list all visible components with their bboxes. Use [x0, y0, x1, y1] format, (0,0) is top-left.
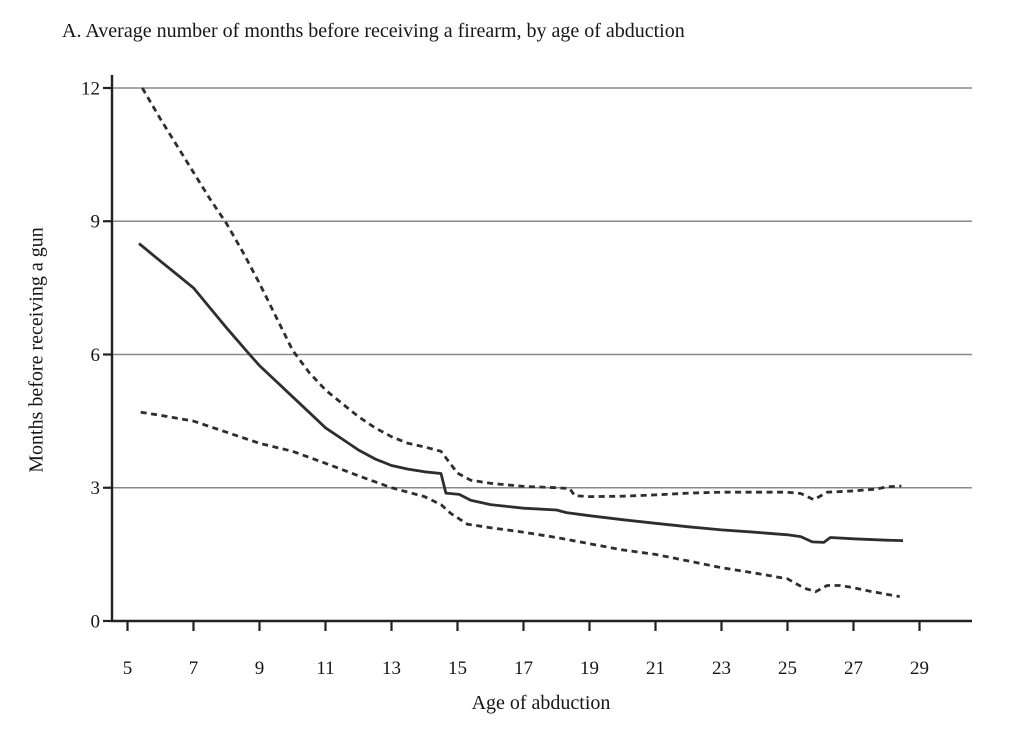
x-tick-label-13: 13	[382, 658, 401, 679]
x-tick-label-23: 23	[712, 658, 731, 679]
x-tick-label-25: 25	[778, 658, 797, 679]
x-tick-label-21: 21	[646, 658, 665, 679]
x-tick-label-11: 11	[316, 658, 334, 679]
x-tick-label-9: 9	[255, 658, 265, 679]
x-tick-label-19: 19	[580, 658, 599, 679]
series-mean	[138, 242, 904, 544]
x-tick-label-5: 5	[123, 658, 133, 679]
x-tick-label-7: 7	[189, 658, 199, 679]
y-tick-label-3: 3	[91, 478, 101, 499]
x-axis-label: Age of abduction	[471, 692, 611, 714]
series-lower_confidence_band	[140, 410, 900, 598]
x-tick-label-17: 17	[514, 658, 533, 679]
x-tick-label-27: 27	[844, 658, 863, 679]
x-tick-label-15: 15	[448, 658, 467, 679]
y-tick-label-12: 12	[81, 78, 100, 99]
y-tick-label-6: 6	[91, 345, 101, 366]
chart-title: A. Average number of months before recei…	[62, 20, 685, 42]
y-tick-label-9: 9	[91, 212, 101, 233]
series-upper_confidence_band	[141, 87, 902, 502]
x-tick-label-29: 29	[910, 658, 929, 679]
y-tick-label-0: 0	[91, 611, 101, 632]
